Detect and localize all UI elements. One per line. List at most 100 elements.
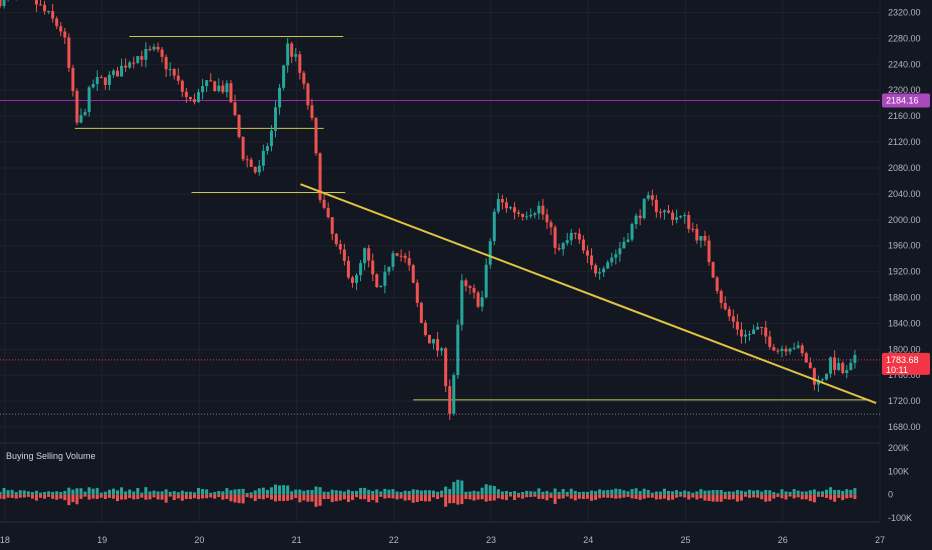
candle-body: [261, 150, 265, 166]
candle-body: [808, 362, 812, 369]
candle-body: [342, 249, 346, 261]
volume-bar-sell: [662, 494, 666, 499]
volume-tick-label: 200K: [888, 443, 909, 453]
time-axis[interactable]: 18 19 20 21 22 23 24 25 26 27: [0, 535, 885, 545]
candle-body: [630, 224, 634, 240]
volume-bar-sell: [43, 494, 47, 499]
candle-body: [403, 255, 407, 259]
price-tick-label: 1800.00: [888, 344, 921, 354]
volume-bar-buy: [476, 491, 480, 495]
volume-axis[interactable]: 200K 100K 0 -100K: [888, 443, 912, 523]
volume-bar-sell: [282, 494, 286, 502]
time-tick-label: 20: [194, 535, 204, 545]
candle-body: [820, 379, 824, 381]
volume-bar-buy: [488, 485, 492, 495]
volume-bar-sell: [233, 494, 237, 503]
volume-bar-sell: [772, 494, 776, 499]
volume-bar-sell: [241, 494, 245, 504]
candle-body: [610, 257, 614, 263]
candle-body: [314, 117, 318, 154]
volume-bar-buy: [585, 491, 589, 495]
candle-body: [464, 280, 468, 287]
volume-bar-sell: [764, 494, 768, 502]
volume-bar-sell: [355, 494, 359, 498]
time-tick-label: 22: [389, 535, 399, 545]
candle-body: [306, 83, 310, 106]
volume-bar-buy: [573, 490, 577, 495]
candle-body: [346, 260, 350, 278]
candle-body: [318, 153, 322, 200]
candle-body: [472, 287, 476, 293]
candle-body: [590, 255, 594, 266]
volume-bar-buy: [638, 491, 642, 495]
volume-bar-sell: [63, 494, 67, 501]
candle-body: [192, 99, 196, 103]
candle-body: [500, 198, 504, 203]
candle-body: [792, 347, 796, 349]
volume-series: [0, 479, 857, 507]
candle-body: [367, 248, 371, 261]
volume-bar-sell: [99, 494, 103, 498]
candle-body: [302, 72, 306, 84]
volume-bar-buy: [132, 491, 136, 495]
candle-body: [764, 327, 768, 337]
candle-body: [525, 216, 529, 218]
volume-bar-buy: [537, 488, 541, 495]
candle-body: [51, 11, 55, 19]
volume-bar-buy: [253, 490, 257, 495]
volume-bar-sell: [22, 494, 26, 498]
volume-bar-buy: [298, 489, 302, 495]
volume-bar-sell: [460, 494, 464, 505]
volume-bar-sell: [606, 494, 610, 498]
volume-bar-sell: [456, 494, 460, 505]
candle-body: [0, 0, 2, 6]
indicator-title[interactable]: Buying Selling Volume: [6, 451, 96, 461]
volume-bar-buy: [184, 491, 188, 495]
volume-bar-buy: [808, 490, 812, 495]
candle-body: [148, 48, 152, 50]
volume-bar-buy: [853, 488, 857, 495]
volume-bar-sell: [472, 494, 476, 501]
volume-bar-sell: [699, 494, 703, 499]
volume-bar-sell: [192, 494, 196, 499]
volume-bar-sell: [310, 494, 314, 502]
candle-body: [667, 210, 671, 213]
candle-body: [140, 56, 144, 60]
price-axis[interactable]: 2320.00 2280.00 2240.00 2200.00 2160.00 2120.…: [888, 7, 921, 432]
volume-bar-sell: [71, 494, 75, 503]
volume-bar-buy: [290, 491, 294, 495]
volume-tick-label: 0: [888, 490, 893, 500]
candle-body: [573, 232, 577, 234]
candle-body: [375, 274, 379, 288]
volume-bar-sell: [172, 494, 176, 500]
volume-bar-buy: [513, 491, 517, 495]
drawings[interactable]: [300, 183, 877, 405]
volume-bar-buy: [95, 488, 99, 495]
candle-body: [804, 353, 808, 363]
volume-bar-sell: [618, 494, 622, 499]
volume-bar-sell: [525, 494, 529, 498]
volume-bar-buy: [403, 490, 407, 495]
volume-bar-buy: [322, 491, 326, 495]
volume-bar-buy: [804, 491, 808, 495]
candle-body: [47, 11, 51, 13]
volume-bar-buy: [10, 489, 14, 495]
volume-bar-sell: [622, 494, 626, 498]
volume-bar-buy: [334, 490, 338, 495]
volume-bar-buy: [144, 487, 148, 495]
volume-bar-sell: [715, 494, 719, 502]
volume-bar-buy: [241, 488, 245, 495]
candle-body: [213, 81, 217, 92]
candle-body: [83, 111, 87, 116]
volume-bar-buy: [168, 491, 172, 495]
volume-bar-buy: [468, 491, 472, 495]
volume-bar-buy: [294, 489, 298, 495]
candle-body: [387, 266, 391, 272]
volume-bar-buy: [39, 492, 43, 495]
volume-bar-sell: [411, 494, 415, 503]
volume-bar-sell: [2, 494, 6, 500]
volume-bar-sell: [111, 494, 115, 499]
volume-bar-buy: [399, 492, 403, 495]
volume-bar-sell: [748, 494, 752, 498]
